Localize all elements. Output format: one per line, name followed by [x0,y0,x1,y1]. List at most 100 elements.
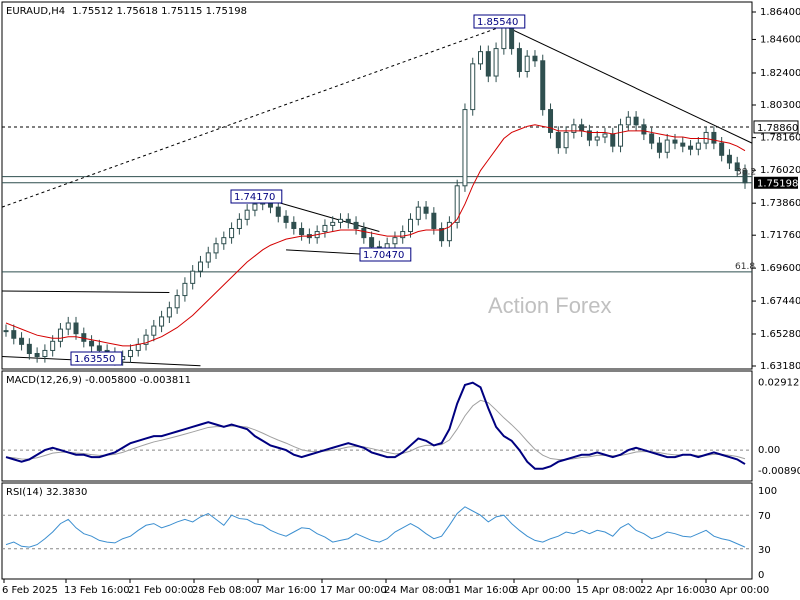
price-bar-body [283,215,289,223]
price-bar-body [625,116,631,126]
price-tick-label: 1.69600 [760,263,800,274]
price-bar-body [719,142,725,156]
price-bar-body [532,55,538,62]
macd-signal-line [5,399,746,460]
x-tick-label: 21 Feb 00:00 [128,585,194,596]
price-tick-label: 1.84600 [760,34,800,45]
price-bar-body [618,124,624,147]
price-bar-body [610,133,616,147]
price-bar-body [493,48,499,77]
upper-channel-line [1,290,170,294]
x-tick-label: 30 Apr 00:00 [704,585,769,596]
rsi-tick-label: 70 [758,511,771,522]
price-bar-body [322,224,328,233]
price-bar-body [470,63,476,111]
low-annotation-box [70,351,123,366]
fib-38-2-label: 38.2 [736,168,756,178]
price-bar-body [205,252,211,263]
price-bar-body [143,334,149,345]
resistance-label: 1.78860 [757,123,798,134]
price-bar-body [369,237,375,248]
price-bar-body [703,131,709,144]
price-bar-body [586,130,592,141]
chart-title-symbol: EURAUD,H4 [6,6,65,17]
price-bar-body [65,322,71,330]
macd-series-group [2,381,752,470]
price-bar-body [166,307,172,318]
price-bar-body [345,218,351,223]
price-bar-body [524,55,530,72]
price-bar-body [672,139,678,144]
price-bar-body [602,133,608,138]
price-bar-body [174,295,180,309]
price-bar-body [656,142,662,153]
price-bar-body [19,337,25,345]
x-tick-label: 28 Feb 08:00 [192,585,258,596]
price-tick-label: 1.78160 [760,133,800,144]
price-bar-body [236,218,242,229]
price-bar-body [446,221,452,242]
price-bar-body [516,48,522,72]
rsi-line [5,506,746,548]
price-series-group [1,19,753,367]
resistance-badge [753,120,799,134]
price-bar-body [695,142,701,150]
price-bar-body [454,185,460,223]
triangle-upper-line [262,197,380,233]
price-tick-label: 1.65280 [760,329,800,340]
macd-main-line [5,381,746,470]
macd-tick-label: 0.029123 [758,377,800,388]
price-tick-label: 1.67440 [760,296,800,307]
rsi-panel [1,482,753,580]
price-bar-body [633,116,639,126]
annotations-group: 1.85540 1.74170 1.70470 1.63550 1.78860 38.2 6… [70,14,799,366]
price-tick-label: 1.80300 [760,100,800,111]
price-bar-body [711,131,717,144]
price-bar-body [190,270,196,284]
price-bar-body [501,25,507,50]
price-bar-body [439,227,445,242]
price-bar-body [135,343,141,351]
price-bar-body [197,261,203,272]
price-bar-body [229,227,235,239]
price-bar-body [330,221,336,226]
rsi-tick-label: 30 [758,545,771,556]
x-tick-label: 13 Feb 16:00 [64,585,130,596]
price-bar-body [159,316,165,327]
price-bar-body [213,243,219,254]
x-tick-label: 6 Feb 2025 [2,585,58,596]
price-bar-body [649,133,655,144]
price-bar-body [127,349,133,358]
high-annotation: 1.85540 [477,17,518,28]
price-bar-body [299,227,305,236]
dotted-trendline [1,25,505,208]
price-panel [1,1,753,370]
x-tick-label: 31 Mar 16:00 [448,585,515,596]
swing-low-annotation-box [359,247,412,262]
price-bar-body [182,282,188,297]
current-price-label: 1.75198 [757,179,798,190]
price-bar-body [50,340,56,351]
x-tick-label: 17 Mar 00:00 [320,585,387,596]
price-bar-body [408,218,414,233]
price-bar-body [555,131,561,149]
price-bar-body [485,51,491,77]
macd-label: MACD(12,26,9) -0.005800 -0.003811 [6,375,191,386]
rsi-label: RSI(14) 32.3830 [6,487,87,498]
price-bar-body [3,330,9,333]
price-bar-body [73,322,79,335]
price-bar-body [548,109,554,133]
price-bar-body [594,136,600,141]
price-tick-label: 1.73860 [760,198,800,209]
price-bar-body [57,328,63,342]
price-bar-body [680,142,686,147]
price-bar-body [291,221,297,229]
price-bar-body [726,154,732,164]
rsi-tick-label: 100 [758,486,777,497]
price-bar-body [275,206,281,217]
swing-high-annotation: 1.74170 [234,192,275,203]
price-bar-body [415,206,421,220]
price-tick-label: 1.76020 [760,165,800,176]
